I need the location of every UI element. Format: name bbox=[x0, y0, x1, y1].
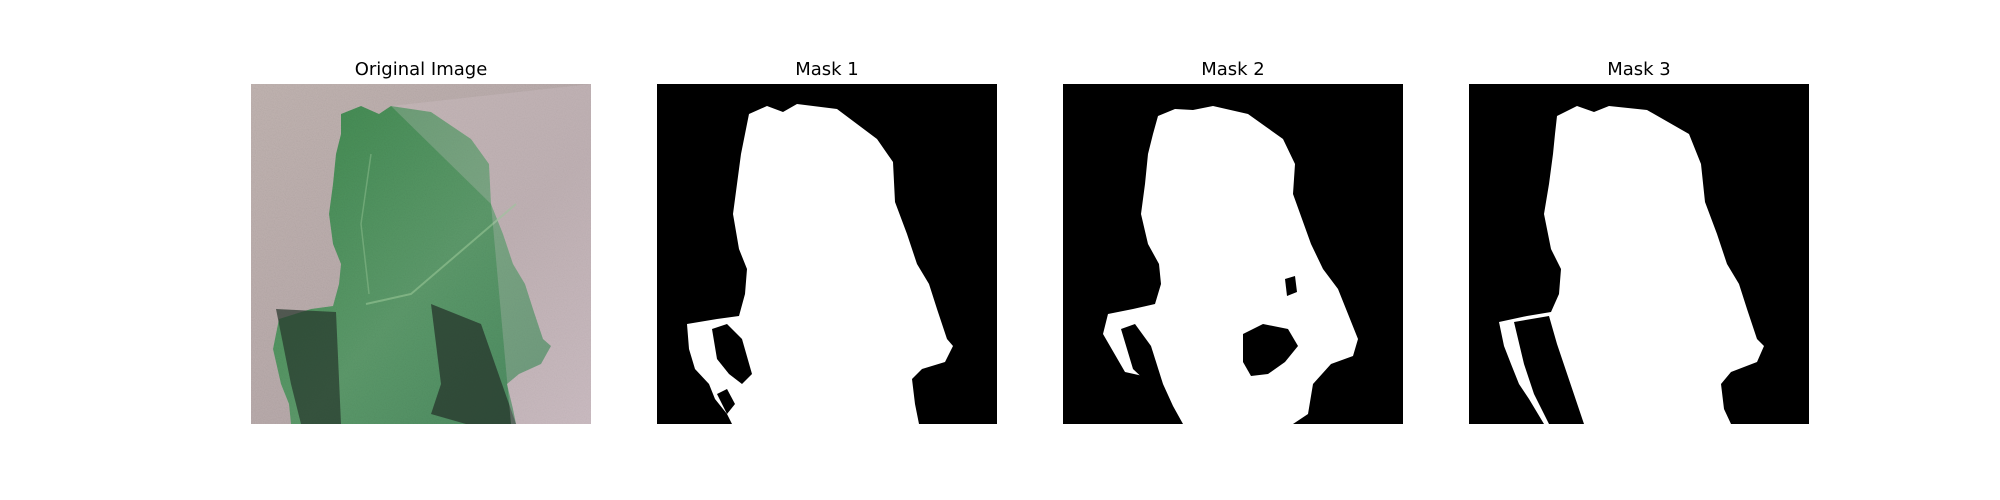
mask-hole bbox=[1514, 316, 1584, 424]
leaf-vein bbox=[365, 203, 517, 305]
mask-foreground bbox=[687, 104, 953, 424]
original-leaf-image bbox=[251, 84, 591, 424]
panel-mask-3: Mask 3 bbox=[1469, 58, 1809, 424]
shadow-shape bbox=[276, 309, 341, 424]
shadow-shape bbox=[431, 304, 516, 424]
panel-mask-2: Mask 2 bbox=[1063, 58, 1403, 424]
panel-title: Mask 1 bbox=[795, 59, 859, 80]
mask-3-image bbox=[1469, 84, 1809, 424]
panel-mask-1: Mask 1 bbox=[657, 58, 997, 424]
mask-hole bbox=[717, 389, 735, 414]
mask-hole bbox=[1243, 324, 1298, 376]
light-wash bbox=[391, 84, 591, 424]
mask-foreground bbox=[1499, 106, 1764, 424]
mask-hole bbox=[1121, 324, 1163, 386]
panel-title: Original Image bbox=[354, 59, 488, 80]
panel-original-image: Original Image bbox=[251, 58, 591, 424]
panel-title: Mask 3 bbox=[1607, 59, 1671, 80]
panel-title: Mask 2 bbox=[1201, 59, 1265, 80]
leaf-vein bbox=[360, 153, 372, 295]
mask-hole bbox=[1689, 120, 1707, 139]
mask-hole bbox=[1285, 276, 1297, 296]
mask-hole bbox=[712, 324, 752, 384]
mask-2-image bbox=[1063, 84, 1403, 424]
mask-1-image bbox=[657, 84, 997, 424]
